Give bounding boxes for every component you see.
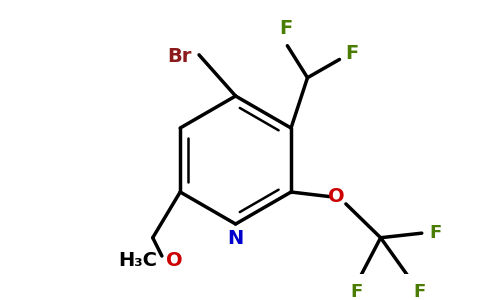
Text: F: F	[345, 44, 358, 63]
Text: H₃C: H₃C	[118, 251, 157, 270]
Text: F: F	[279, 20, 292, 38]
Text: O: O	[166, 251, 183, 270]
Text: F: F	[413, 284, 426, 300]
Text: N: N	[227, 230, 244, 248]
Text: O: O	[329, 187, 345, 206]
Text: F: F	[351, 284, 363, 300]
Text: Br: Br	[167, 47, 192, 66]
Text: F: F	[429, 224, 441, 242]
